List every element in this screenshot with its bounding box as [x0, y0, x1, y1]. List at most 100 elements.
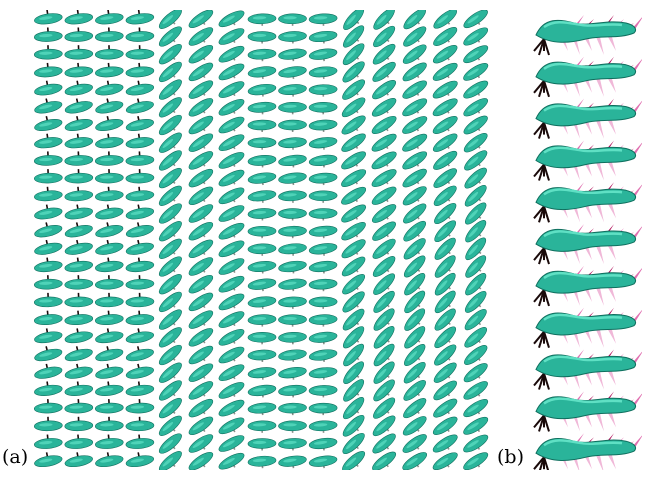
ellipsoid-cell	[308, 30, 338, 44]
ellipsoid-highlight	[192, 227, 204, 236]
ellipsoid-highlight	[222, 351, 235, 359]
ellipsoid-cell	[64, 452, 93, 468]
ellipsoid-highlight	[192, 386, 204, 395]
ellipsoid-cell	[94, 45, 124, 60]
ellipsoid-cell	[218, 258, 245, 275]
ellipsoid-cell	[465, 255, 487, 278]
ellipsoid-cell	[278, 402, 307, 416]
ellipsoid-cell	[34, 10, 63, 25]
ellipsoid-highlight	[467, 103, 479, 112]
ellipsoid-cell	[434, 202, 457, 225]
ellipsoid-cell	[188, 345, 214, 365]
ellipsoid-highlight	[283, 458, 297, 463]
ellipsoid-cell	[34, 222, 63, 238]
ellipsoid-highlight	[192, 86, 204, 95]
helix-spike-light	[596, 413, 604, 432]
ellipsoid-highlight	[283, 122, 297, 126]
ellipsoid-highlight	[162, 174, 174, 184]
ellipsoid-cell	[341, 186, 367, 205]
ellipsoid-cell	[463, 416, 489, 435]
ellipsoid-highlight	[407, 227, 418, 237]
ellipsoid-cell	[95, 381, 124, 396]
ellipsoid-cell	[404, 326, 426, 349]
ellipsoid-highlight	[252, 387, 267, 392]
ellipsoid-highlight	[222, 263, 235, 271]
ellipsoid-cell	[342, 274, 366, 295]
ellipsoid-highlight	[376, 439, 387, 449]
ellipsoid-cell	[432, 416, 458, 435]
ellipsoid-cell	[158, 415, 182, 436]
ellipsoid-highlight	[222, 387, 235, 395]
ellipsoid-highlight	[192, 439, 204, 449]
helix-spike-light	[608, 371, 616, 386]
ellipsoid-cell	[158, 167, 182, 189]
ellipsoid-cell	[125, 80, 155, 96]
ellipsoid-highlight	[162, 192, 174, 202]
ellipsoid-highlight	[438, 297, 448, 309]
helix-ribbon-highlight	[543, 62, 623, 70]
ellipsoid-highlight	[252, 228, 267, 232]
helix-ribbon-highlight	[543, 21, 623, 29]
ellipsoid-highlight	[130, 334, 144, 339]
ellipsoid-cell	[34, 239, 63, 255]
ellipsoid-highlight	[222, 33, 235, 41]
ellipsoid-highlight	[467, 156, 479, 166]
ellipsoid-cell	[278, 119, 307, 133]
ellipsoid-highlight	[69, 210, 83, 215]
ellipsoid-cell	[402, 186, 427, 206]
ellipsoid-cell	[247, 243, 277, 256]
ellipsoid-cell	[125, 151, 155, 166]
ellipsoid-cell	[125, 275, 155, 290]
ellipsoid-highlight	[192, 15, 204, 24]
ellipsoid-cell	[158, 274, 182, 295]
ellipsoid-highlight	[467, 15, 479, 24]
ellipsoid-cell	[188, 10, 214, 29]
ellipsoid-highlight	[130, 246, 144, 251]
ellipsoid-cell	[188, 381, 214, 400]
ellipsoid-highlight	[313, 104, 328, 108]
ellipsoid-highlight	[375, 103, 388, 112]
helix-ribbon-highlight	[543, 439, 623, 447]
ellipsoid-cell	[64, 186, 94, 202]
ellipsoid-highlight	[100, 317, 114, 321]
ellipsoid-cell	[158, 61, 182, 83]
helix-spike-light	[608, 287, 616, 302]
ellipsoid-highlight	[436, 68, 449, 77]
ellipsoid-cell	[64, 204, 93, 220]
ellipsoid-cell	[34, 116, 63, 132]
ellipsoid-highlight	[467, 386, 479, 395]
ellipsoid-cell	[402, 168, 427, 188]
ellipsoid-highlight	[69, 317, 83, 321]
ellipsoid-highlight	[345, 156, 357, 165]
helix-spike-light	[596, 371, 604, 390]
ellipsoid-highlight	[100, 69, 114, 73]
ellipsoid-cell	[188, 98, 214, 117]
ellipsoid-highlight	[192, 316, 204, 325]
ellipsoid-highlight	[100, 423, 114, 427]
ellipsoid-cell	[218, 63, 245, 81]
ellipsoid-highlight	[162, 280, 174, 290]
helix-spike-light	[608, 455, 616, 470]
helix-spike-light	[584, 37, 592, 51]
ellipsoid-highlight	[162, 227, 174, 237]
ellipsoid-cell	[278, 31, 307, 44]
ellipsoid-cell	[308, 66, 338, 79]
ellipsoid-cell	[342, 308, 365, 331]
ellipsoid-cell	[403, 26, 427, 47]
ellipsoid-highlight	[406, 32, 418, 42]
ellipsoid-cell	[247, 48, 277, 62]
ellipsoid-cell	[308, 385, 338, 398]
ellipsoid-highlight	[162, 457, 174, 467]
ellipsoid-cell	[33, 416, 63, 432]
ellipsoid-cell	[247, 31, 277, 44]
ellipsoid-cell	[34, 310, 63, 326]
ellipsoid-cell	[433, 398, 458, 418]
ellipsoid-highlight	[222, 192, 235, 200]
ellipsoid-cell	[247, 208, 277, 221]
ellipsoid-cell	[342, 451, 366, 470]
ellipsoid-cell	[64, 80, 93, 96]
ellipsoid-cell	[95, 62, 124, 78]
ellipsoid-highlight	[192, 68, 204, 77]
ellipsoid-cell	[463, 27, 489, 46]
ellipsoid-cell	[373, 308, 395, 331]
